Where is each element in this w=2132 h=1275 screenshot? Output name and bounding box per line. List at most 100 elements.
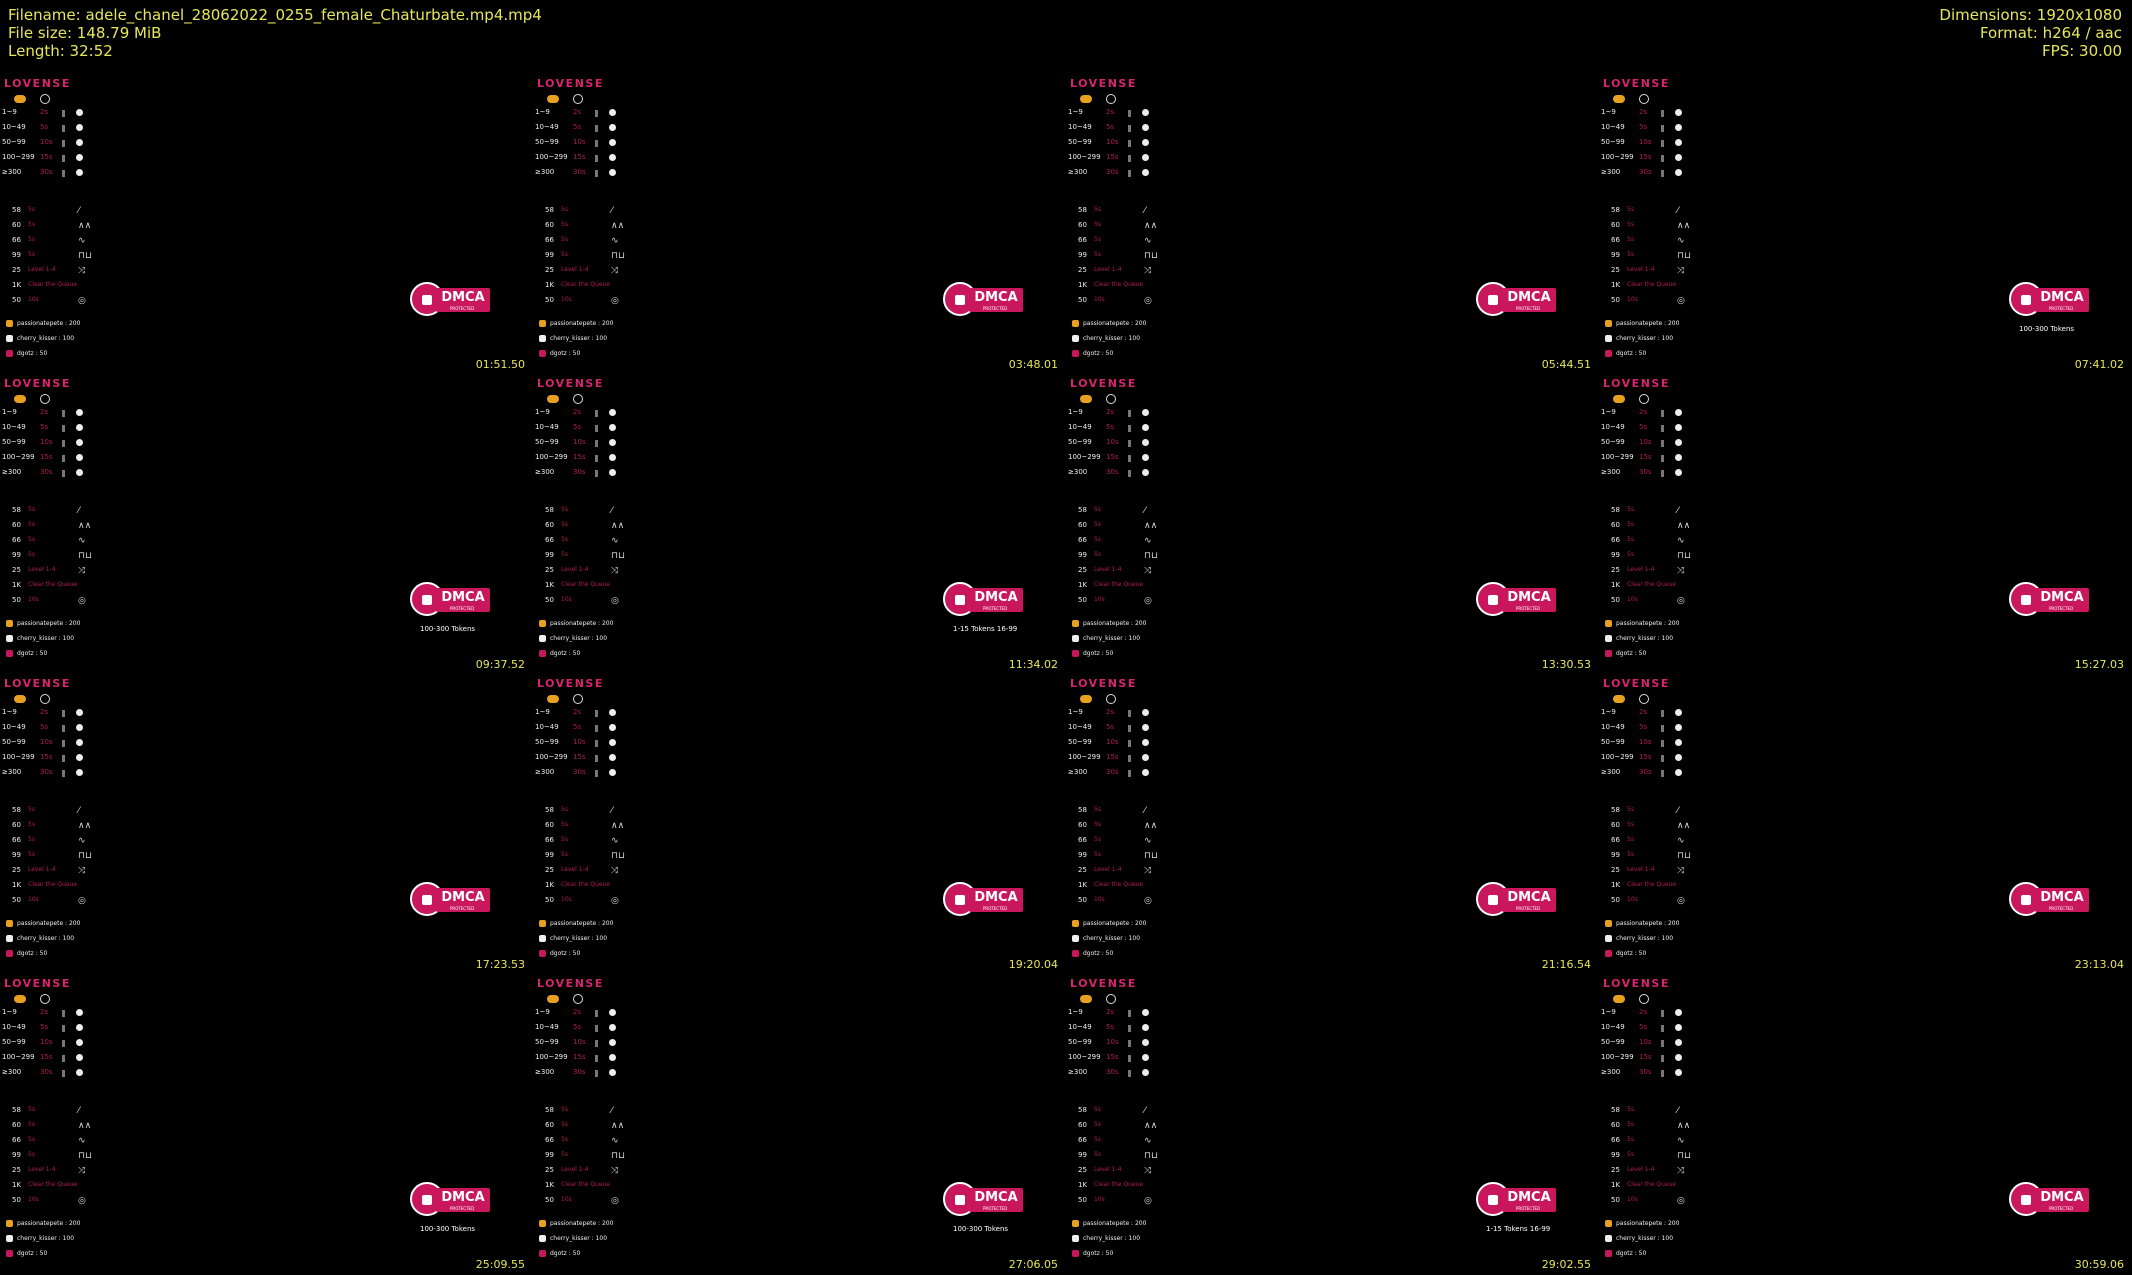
tipper-row: dgotz : 50 <box>1605 650 1705 662</box>
rank-icon <box>6 1220 13 1227</box>
price-range: 10~49 <box>535 1023 559 1031</box>
special-effect: Clear the Queue <box>1094 281 1144 288</box>
special-effect: 10s <box>1627 596 1638 603</box>
price-row: 100~299 15s <box>533 153 633 165</box>
price-range: ≥300 <box>1068 768 1088 776</box>
rank-icon <box>6 620 13 627</box>
price-duration: 5s <box>40 723 49 731</box>
level-bar <box>1128 140 1131 147</box>
pattern-icon: ◎ <box>1677 1196 1685 1206</box>
special-effect: 10s <box>1094 896 1105 903</box>
special-amount: 50 <box>545 896 554 904</box>
price-row: 1~9 2s <box>0 108 100 120</box>
face-icon <box>609 139 616 146</box>
special-row: 50 10s ◎ <box>1066 1196 1166 1208</box>
pattern-icon: ∧∧ <box>1677 221 1691 231</box>
coin-icon <box>14 995 26 1003</box>
special-row: 60 5s ∧∧ <box>0 221 100 233</box>
thumbnail-frame: LOVENSE 1~9 2s 10~49 5s 50~99 10s 100~299 15s ≥30… <box>0 675 533 975</box>
rank-icon <box>6 1235 13 1242</box>
special-amount: 25 <box>12 866 21 874</box>
special-amount: 58 <box>1611 206 1620 214</box>
dmca-label: DMCA <box>969 288 1023 312</box>
level-bar <box>1128 710 1131 717</box>
level-bar <box>1128 1010 1131 1017</box>
level-bar <box>595 710 598 717</box>
coin-icon <box>547 995 559 1003</box>
token-overlay: 100-300 Tokens <box>420 1225 476 1233</box>
price-range: 1~9 <box>1068 108 1083 116</box>
special-effect: 5s <box>28 506 35 513</box>
rank-icon <box>539 350 546 357</box>
pattern-icon: ◎ <box>1144 896 1152 906</box>
tipper-name: passionatepete : 200 <box>1616 1220 1680 1227</box>
level-bar <box>62 710 65 717</box>
pattern-icon: ◎ <box>1144 1196 1152 1206</box>
tipper-row: dgotz : 50 <box>539 350 639 362</box>
dmca-badge: DMCA PROTECTED <box>1476 282 1556 318</box>
tipper-row: cherry_kisser : 100 <box>539 335 639 347</box>
special-amount: 25 <box>12 566 21 574</box>
tipper-name: dgotz : 50 <box>550 650 581 657</box>
face-icon <box>609 739 616 746</box>
special-effect: Level 1-4 <box>1627 266 1655 273</box>
face-icon <box>1675 439 1682 446</box>
thumbnail-frame: LOVENSE 1~9 2s 10~49 5s 50~99 10s 100~299 15s ≥30… <box>1599 675 2132 975</box>
special-effect: 5s <box>561 836 568 843</box>
special-row: 58 5s ⁄ <box>1066 506 1166 518</box>
special-effect: 5s <box>561 521 568 528</box>
special-row: 66 5s ∿ <box>533 536 633 548</box>
tipper-row: passionatepete : 200 <box>1072 620 1172 632</box>
special-effect: 10s <box>1627 1196 1638 1203</box>
special-amount: 25 <box>545 566 554 574</box>
price-row: 100~299 15s <box>1599 753 1699 765</box>
price-range: 10~49 <box>1601 123 1625 131</box>
dmca-badge: DMCA PROTECTED <box>943 1182 1023 1218</box>
special-effect: 5s <box>1094 251 1101 258</box>
face-icon <box>1675 1054 1682 1061</box>
special-effect: 5s <box>1627 851 1634 858</box>
pattern-icon: ◎ <box>78 596 86 606</box>
special-row: 25 Level 1-4 ⤨ <box>533 1166 633 1178</box>
price-row: ≥300 30s <box>0 168 100 180</box>
pattern-icon: ⁄ <box>611 1106 613 1116</box>
special-row: 60 5s ∧∧ <box>533 221 633 233</box>
tipper-row: dgotz : 50 <box>6 950 106 962</box>
lovense-logo: LOVENSE <box>1070 77 1137 90</box>
level-bar <box>1661 155 1664 162</box>
token-overlay: 1-15 Tokens 16-99 <box>1486 1225 1551 1233</box>
timestamp: 19:20.04 <box>1008 958 1058 971</box>
price-row: 1~9 2s <box>533 408 633 420</box>
thumbnail-frame: LOVENSE 1~9 2s 10~49 5s 50~99 10s 100~299 15s ≥30… <box>533 375 1066 675</box>
special-effect: Level 1-4 <box>1094 1166 1122 1173</box>
special-row: 66 5s ∿ <box>533 836 633 848</box>
price-row: 10~49 5s <box>533 123 633 135</box>
price-duration: 15s <box>1106 153 1119 161</box>
lovense-panel: LOVENSE 1~9 2s 10~49 5s 50~99 10s 100~299 15s ≥30… <box>0 975 102 1271</box>
tipper-row: passionatepete : 200 <box>539 1220 639 1232</box>
face-icon <box>76 424 83 431</box>
dmca-badge: DMCA PROTECTED <box>1476 582 1556 618</box>
tipper-name: dgotz : 50 <box>550 1250 581 1257</box>
face-icon <box>1142 754 1149 761</box>
level-bar <box>1661 1055 1664 1062</box>
special-effect: Clear the Queue <box>1627 881 1677 888</box>
special-amount: 1K <box>545 881 555 889</box>
level-bar <box>1128 1040 1131 1047</box>
price-duration: 30s <box>573 168 586 176</box>
special-row: 58 5s ⁄ <box>1599 806 1699 818</box>
price-row: ≥300 30s <box>533 468 633 480</box>
special-effect: 5s <box>1094 1106 1101 1113</box>
special-amount: 25 <box>1078 1166 1087 1174</box>
rank-icon <box>539 1250 546 1257</box>
clock-icon <box>1639 994 1649 1004</box>
special-amount: 60 <box>1611 521 1620 529</box>
special-row: 1K Clear the Queue <box>1599 1181 1699 1193</box>
face-icon <box>76 139 83 146</box>
special-amount: 66 <box>1078 1136 1087 1144</box>
price-range: 50~99 <box>2 438 26 446</box>
level-bar <box>1661 455 1664 462</box>
price-row: ≥300 30s <box>0 468 100 480</box>
special-effect: 5s <box>28 536 35 543</box>
special-row: 58 5s ⁄ <box>533 206 633 218</box>
